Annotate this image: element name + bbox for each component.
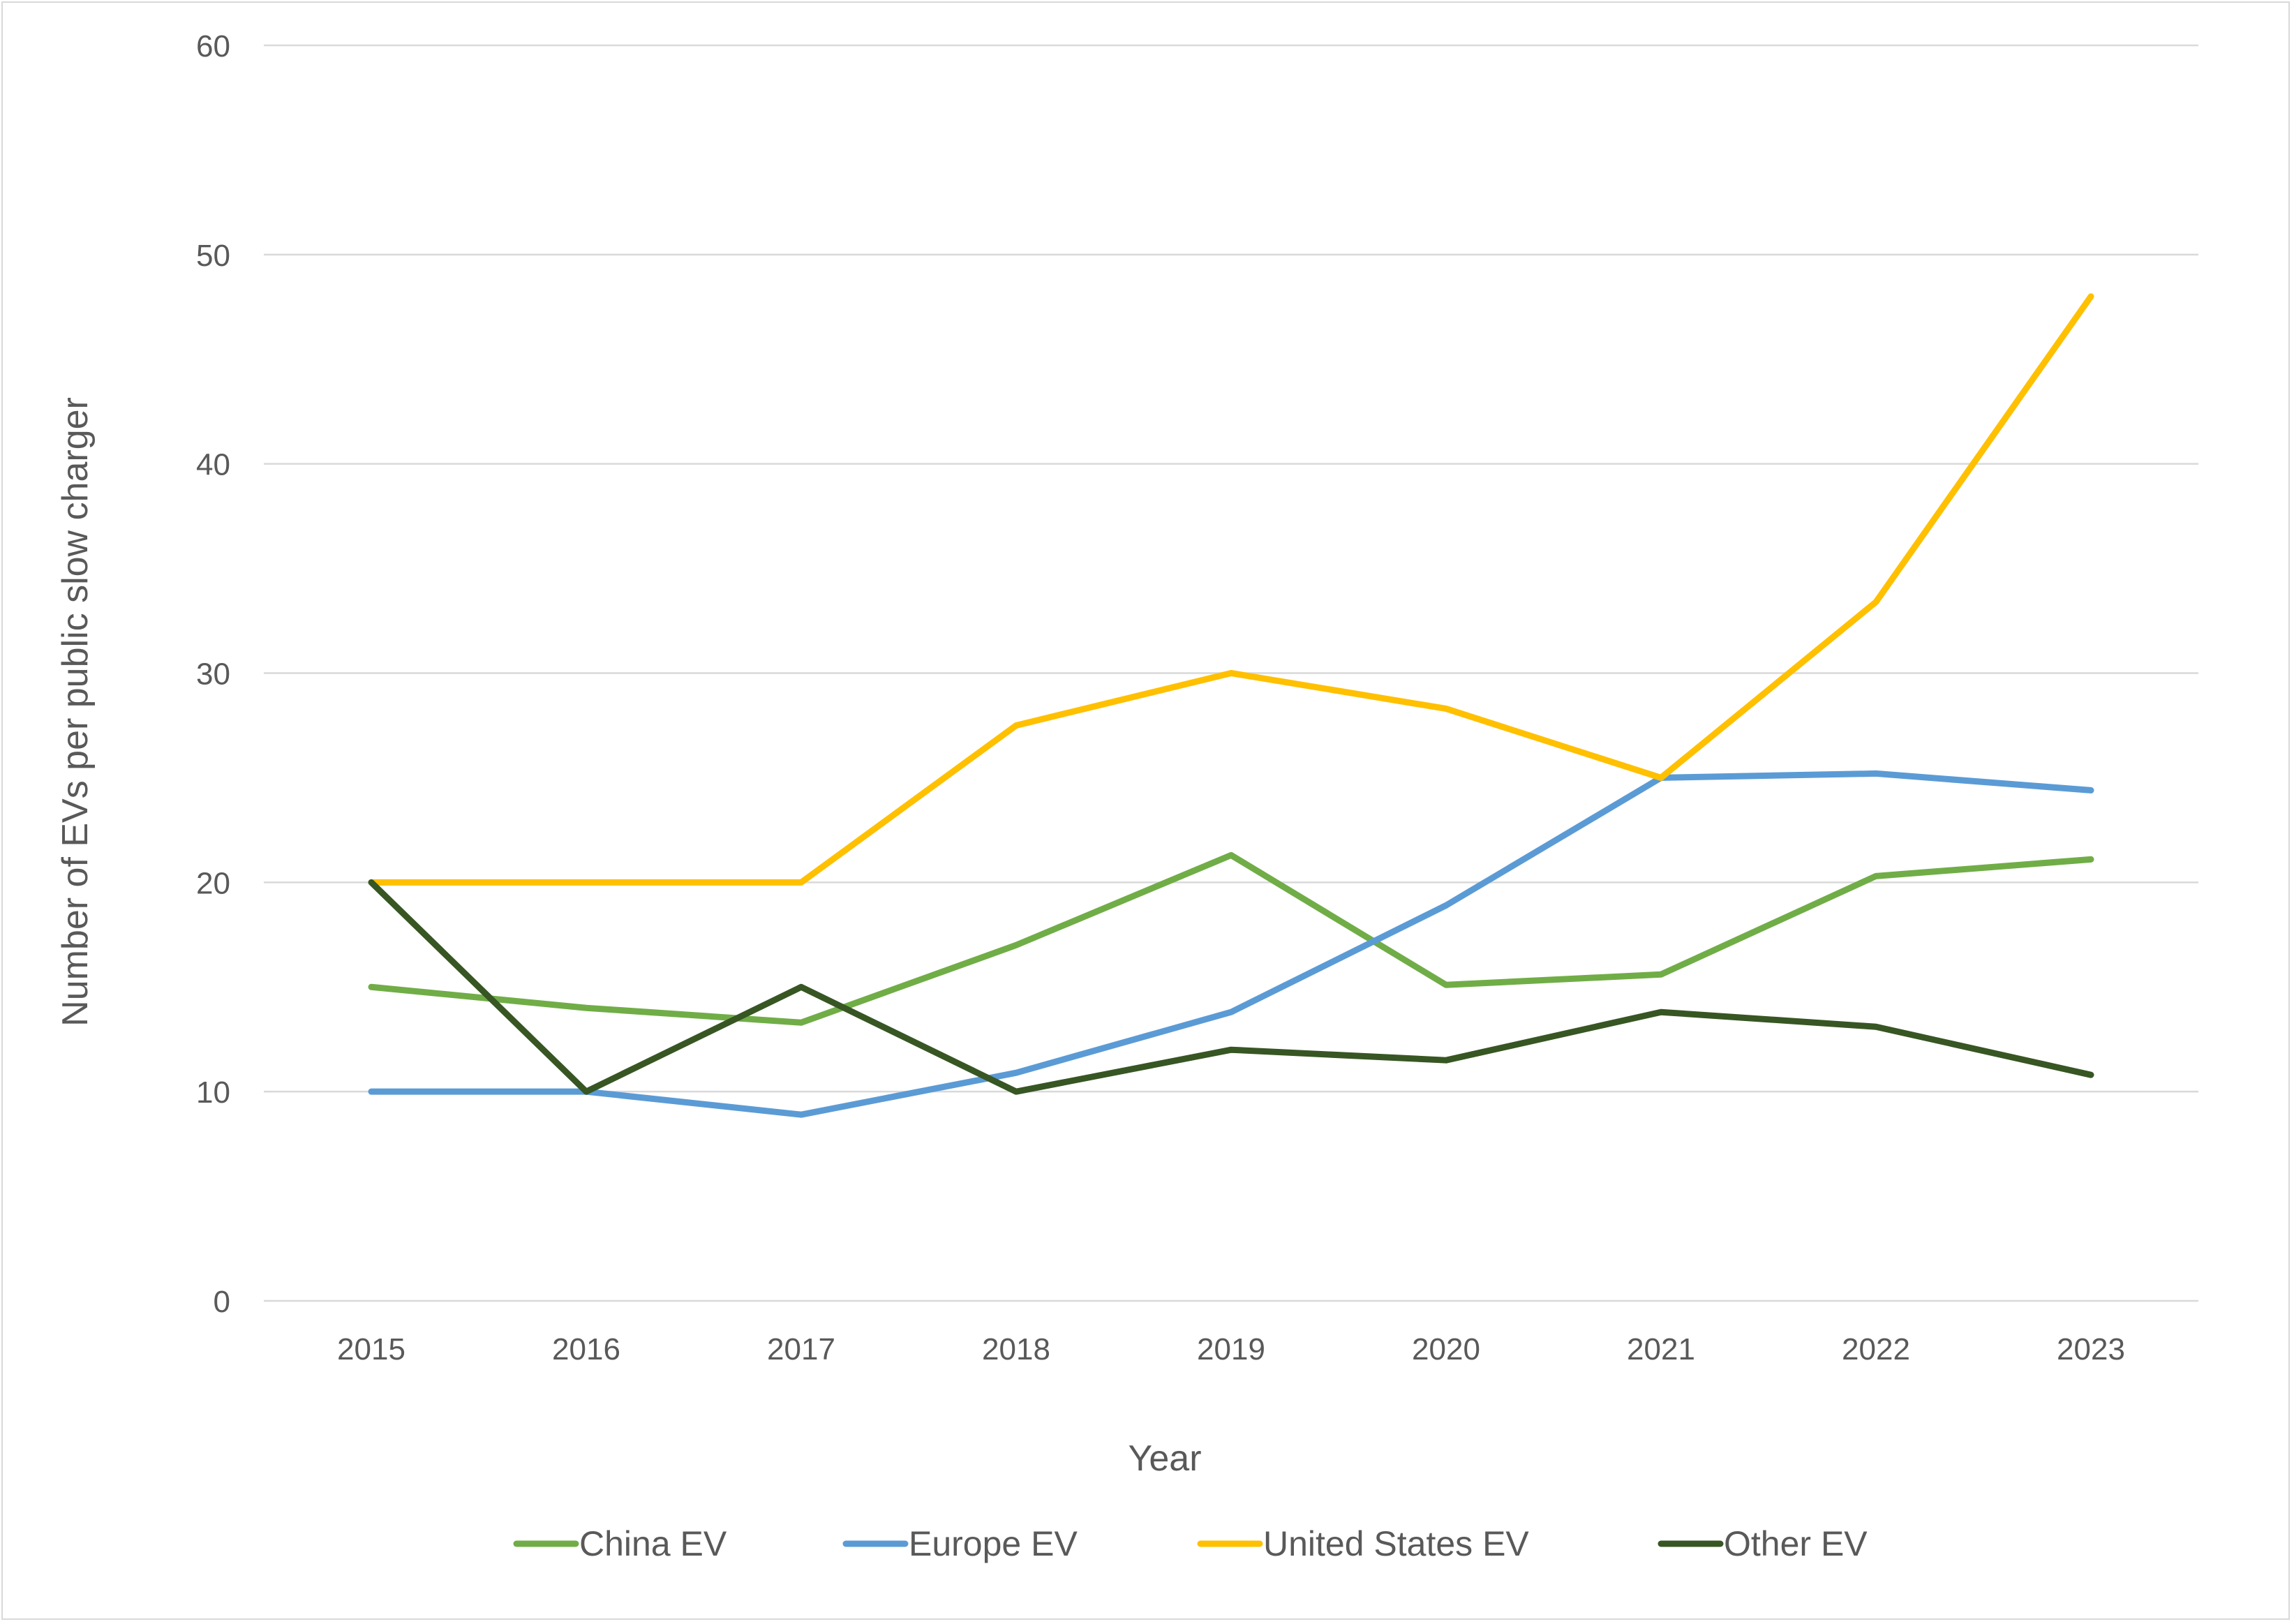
x-tick-label: 2018 bbox=[982, 1332, 1050, 1366]
x-tick-label: 2016 bbox=[552, 1332, 620, 1366]
x-tick-label: 2017 bbox=[767, 1332, 835, 1366]
legend-label-other-ev: Other EV bbox=[1724, 1524, 1868, 1563]
x-tick-label: 2015 bbox=[337, 1332, 405, 1366]
y-tick-label: 20 bbox=[196, 866, 230, 900]
x-tick-label: 2019 bbox=[1197, 1332, 1265, 1366]
series-line-china-ev bbox=[368, 851, 2094, 1026]
x-tick-label: 2020 bbox=[1412, 1332, 1480, 1366]
y-tick-label: 30 bbox=[196, 657, 230, 692]
y-axis-ticks: 0 10 20 30 40 50 60 bbox=[196, 29, 230, 1319]
x-axis-ticks: 2015 2016 2017 2018 2019 2020 2021 2022 2023 bbox=[337, 1332, 2125, 1366]
series-line-united-states-ev bbox=[368, 293, 2094, 886]
legend: China EV Europe EV United States EV Other E… bbox=[513, 1524, 1868, 1563]
y-tick-label: 40 bbox=[196, 448, 230, 482]
series-lines bbox=[368, 293, 2094, 1118]
y-tick-label: 60 bbox=[196, 29, 230, 64]
series-line-europe-ev bbox=[368, 770, 2094, 1118]
y-tick-label: 0 bbox=[214, 1285, 230, 1319]
legend-label-united-states-ev: United States EV bbox=[1263, 1524, 1529, 1563]
series-line-other-ev bbox=[368, 879, 2094, 1095]
x-tick-label: 2023 bbox=[2057, 1332, 2125, 1366]
legend-label-europe-ev: Europe EV bbox=[909, 1524, 1078, 1563]
legend-label-china-ev: China EV bbox=[579, 1524, 727, 1563]
y-axis-title: Number of EVs per public slow charger bbox=[55, 397, 96, 1027]
y-tick-label: 50 bbox=[196, 239, 230, 273]
x-axis-title: Year bbox=[1128, 1438, 1201, 1479]
x-tick-label: 2021 bbox=[1627, 1332, 1695, 1366]
x-tick-label: 2022 bbox=[1842, 1332, 1910, 1366]
y-tick-label: 10 bbox=[196, 1075, 230, 1110]
